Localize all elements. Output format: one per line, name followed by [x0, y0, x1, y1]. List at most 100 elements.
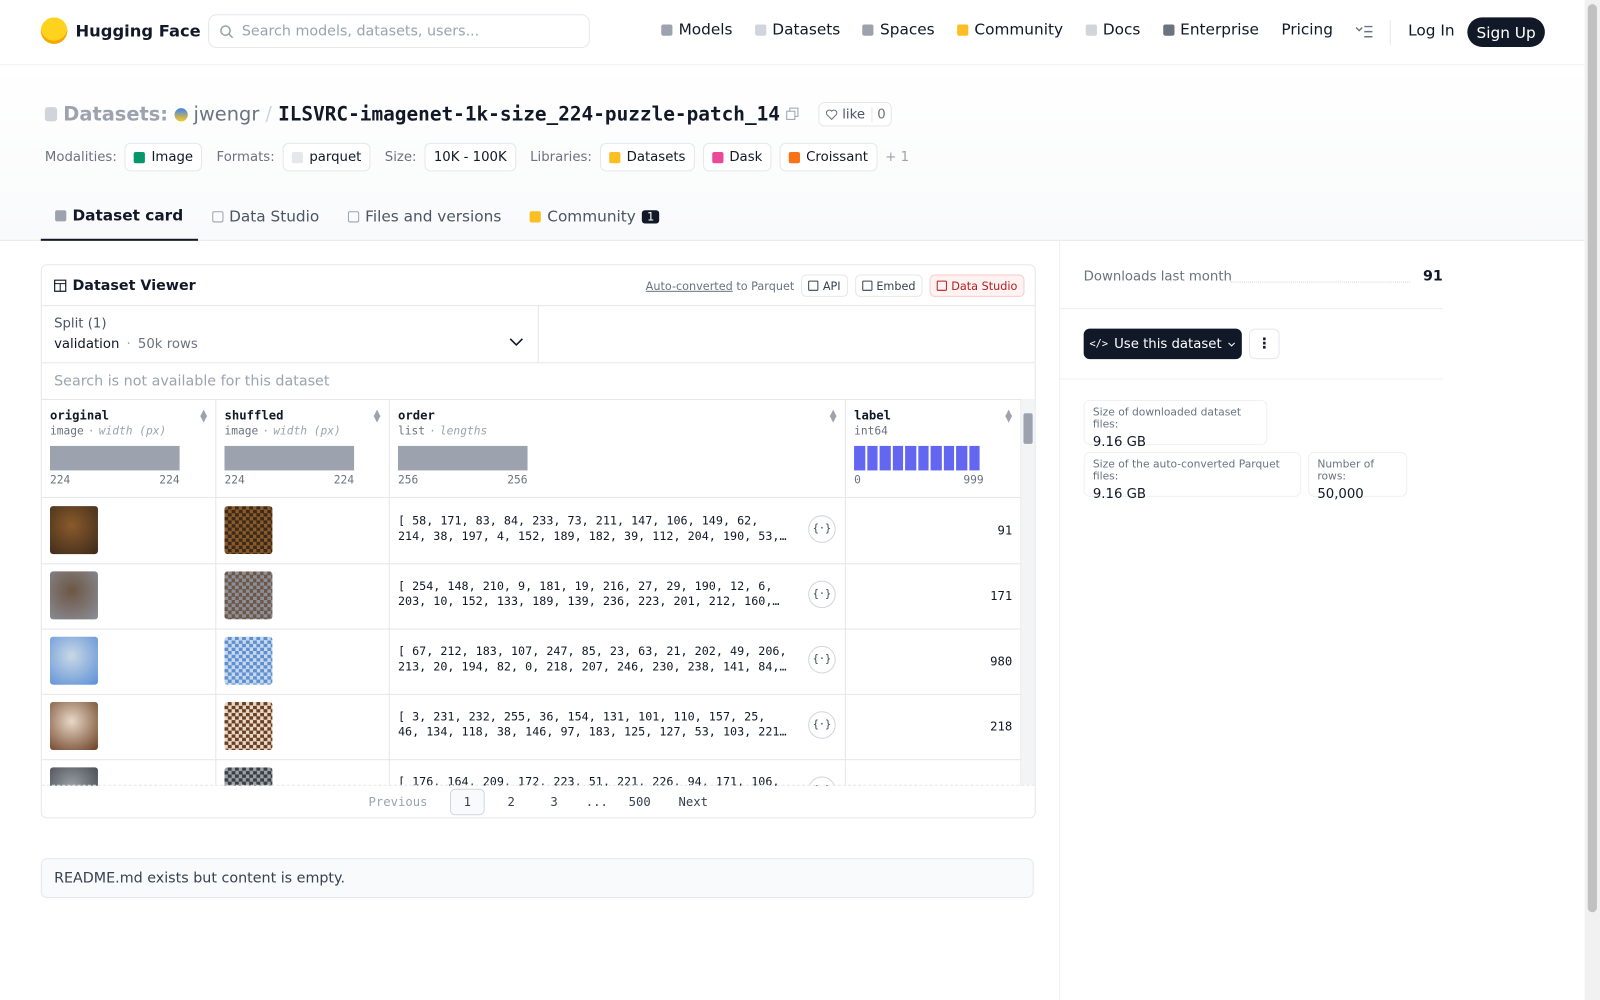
stat-label: Size of the auto-converted Parquet files…: [1092, 458, 1280, 483]
table-scroll-thumb[interactable]: [1023, 413, 1033, 444]
to-parquet: to Parquet: [736, 279, 795, 293]
nav-text: Docs: [1102, 20, 1141, 39]
page-scroll-thumb[interactable]: [1587, 4, 1597, 913]
column-name: label: [854, 408, 891, 423]
repo-name[interactable]: ILSVRC-imagenet-1k-size_224-puzzle-patch…: [278, 103, 781, 126]
expand-json-button[interactable]: {·}: [808, 645, 836, 674]
table-row: [ 254, 148, 210, 9, 181, 19, 216, 27, 29…: [41, 563, 1022, 630]
nav-link[interactable]: Datasets: [754, 20, 840, 39]
search-icon: [220, 24, 234, 38]
use-dataset-button[interactable]: </> Use this dataset: [1083, 328, 1242, 360]
repo-owner[interactable]: jwengr: [193, 103, 260, 126]
cell-order: [ 67, 212, 183, 107, 247, 85, 23, 63, 21…: [390, 628, 846, 694]
image-thumbnail[interactable]: [224, 702, 273, 750]
tag-group-label: Modalities:: [44, 149, 117, 165]
image-thumbnail[interactable]: [49, 506, 98, 555]
more-button[interactable]: ⋮: [1248, 328, 1280, 360]
column-sep: ·: [429, 424, 436, 438]
column-range: 224 224: [224, 473, 354, 486]
signup-button[interactable]: Sign Up: [1467, 17, 1545, 47]
viewer-search: Search is not available for this dataset: [41, 362, 1035, 399]
sort-icon[interactable]: ▲ ▼: [200, 408, 208, 425]
page-link[interactable]: 1: [449, 788, 485, 816]
tag[interactable]: parquet: [282, 142, 371, 172]
column-sep: ·: [87, 424, 95, 438]
nav-link[interactable]: Enterprise: [1162, 20, 1259, 39]
viewer-button-icon: [936, 280, 948, 291]
label-value: 171: [990, 588, 1013, 604]
tab-badge: 1: [641, 209, 660, 223]
more-tags[interactable]: + 1: [885, 149, 910, 165]
image-thumbnail[interactable]: [224, 767, 273, 786]
downloads-value: 91: [1422, 268, 1443, 285]
nav-link[interactable]: Spaces: [862, 20, 935, 39]
repo-prefix: Datasets:: [63, 103, 169, 126]
image-thumbnail[interactable]: [49, 571, 98, 620]
auto-converted-link[interactable]: Auto-converted: [645, 279, 733, 293]
split-rows: 50k rows: [137, 336, 198, 353]
cell-order: [ 176, 164, 209, 172, 223, 51, 221, 226,…: [390, 759, 846, 786]
sort-icon[interactable]: ▲ ▼: [1005, 408, 1013, 425]
tag[interactable]: Image: [124, 142, 203, 172]
tag-row: Modalities: Image Formats: parquet Size: 10K …: [44, 142, 910, 172]
tag[interactable]: Croissant: [779, 142, 878, 172]
tag-group-label: Formats:: [216, 149, 275, 165]
sort-icon[interactable]: ▲ ▼: [829, 408, 837, 425]
image-thumbnail[interactable]: [49, 636, 98, 685]
caret: [1228, 341, 1236, 347]
nav-text: Pricing: [1281, 20, 1333, 39]
logo[interactable]: Hugging Face: [40, 17, 201, 44]
expand-json-button[interactable]: {·}: [808, 711, 836, 739]
tab[interactable]: Community 1: [516, 200, 674, 241]
copy-icon[interactable]: [786, 107, 800, 121]
viewer-button-text: Embed: [876, 279, 916, 293]
image-thumbnail[interactable]: [224, 506, 273, 555]
column-divider: [1059, 240, 1061, 1000]
page-link[interactable]: 3: [550, 794, 558, 810]
viewer-button[interactable]: Embed: [854, 274, 923, 297]
tab[interactable]: Data Studio: [197, 200, 333, 241]
column-type: list · lengths: [398, 424, 837, 437]
search-box[interactable]: Search models, datasets, users...: [208, 14, 590, 48]
tab[interactable]: Dataset card: [40, 200, 198, 241]
tab[interactable]: Files and versions: [334, 200, 516, 241]
tag[interactable]: Datasets: [600, 142, 695, 172]
sort-icon[interactable]: ▲ ▼: [373, 408, 381, 425]
nav-link[interactable]: Models: [661, 20, 733, 39]
column-header: order list · lengths ▲ ▼ 256 256: [390, 399, 846, 497]
viewer-button[interactable]: API: [801, 274, 848, 297]
nav-text: Models: [678, 20, 733, 39]
page-link[interactable]: 500: [628, 794, 651, 810]
histogram-bin: [892, 445, 904, 471]
like-button[interactable]: like 0: [818, 102, 892, 127]
image-thumbnail[interactable]: [224, 636, 273, 685]
data-table: original image · width (px) ▲ ▼ 224 224 shuffled…: [41, 398, 1022, 786]
expand-json-button[interactable]: {·}: [808, 515, 836, 543]
top-nav: Hugging Face Search models, datasets, us…: [0, 0, 1585, 66]
nav-text: Community: [974, 20, 1064, 39]
tag[interactable]: Dask: [702, 142, 772, 172]
next-page[interactable]: Next: [678, 794, 708, 810]
range-max: 256: [507, 473, 528, 487]
page-link[interactable]: ...: [585, 794, 608, 810]
nav-link[interactable]: Community: [957, 20, 1064, 39]
image-thumbnail[interactable]: [224, 571, 273, 620]
nav-link[interactable]: Pricing: [1281, 20, 1333, 38]
tag[interactable]: 10K - 100K: [424, 142, 516, 172]
image-thumbnail[interactable]: [49, 767, 98, 786]
nav-link[interactable]: Docs: [1085, 20, 1141, 39]
image-thumbnail[interactable]: [49, 702, 98, 750]
viewer-button-icon: [862, 280, 873, 291]
tag-text: 10K - 100K: [433, 149, 507, 165]
split-selector[interactable]: Split (1) validation · 50k rows: [41, 305, 539, 363]
page-link[interactable]: 2: [507, 794, 515, 810]
login-link[interactable]: Log In: [1408, 21, 1455, 40]
viewer-button[interactable]: Data Studio: [929, 274, 1025, 297]
column-header: shuffled image · width (px) ▲ ▼ 224 224: [216, 399, 390, 497]
expand-json-button[interactable]: {·}: [808, 580, 836, 609]
prev-page[interactable]: Previous: [368, 794, 428, 810]
table-row: [ 3, 231, 232, 255, 36, 154, 131, 101, 1…: [41, 693, 1022, 761]
range-max: 224: [159, 473, 180, 487]
column-range: 0 999: [854, 473, 984, 486]
menu-icon[interactable]: [1355, 24, 1373, 38]
